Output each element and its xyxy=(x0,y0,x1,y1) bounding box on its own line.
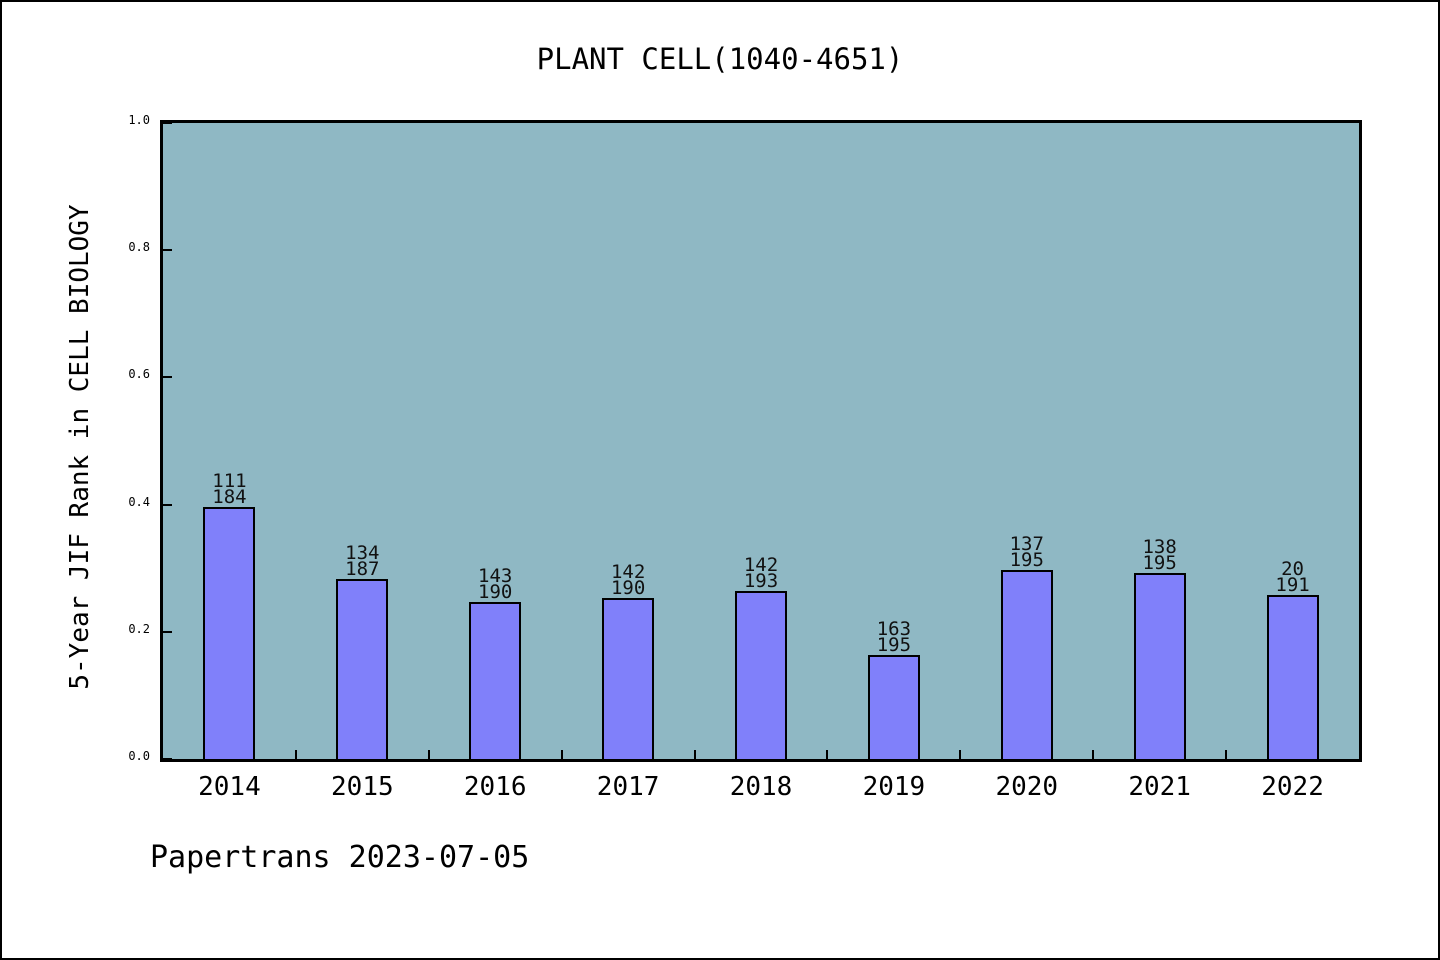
x-tick-mark xyxy=(693,750,696,759)
x-tick-mark xyxy=(959,750,962,759)
x-tick-mark xyxy=(1092,750,1095,759)
bar-2016 xyxy=(469,601,522,759)
y-axis-label: 5-Year JIF Rank in CELL BIOLOGY xyxy=(65,204,95,690)
y-tick-label-0.2: 0.2 xyxy=(128,621,150,636)
x-tick-label-2021: 2021 xyxy=(1128,772,1191,802)
x-tick-label-2015: 2015 xyxy=(331,772,394,802)
bar-2014 xyxy=(203,506,256,759)
y-tick-label-1.0: 1.0 xyxy=(128,113,150,127)
x-tick-label-2019: 2019 xyxy=(862,772,926,802)
x-tick-mark xyxy=(560,750,563,759)
bar-value-label-2016: 143 190 xyxy=(478,564,513,603)
y-tick-mark xyxy=(163,249,172,252)
bar-2020 xyxy=(1000,569,1053,759)
bar-2019 xyxy=(867,654,920,759)
y-tick-mark xyxy=(163,122,172,124)
y-tick-mark xyxy=(163,630,172,633)
watermark-text: Papertrans 2023-07-05 xyxy=(150,840,530,875)
bar-value-label-2020: 137 195 xyxy=(1009,532,1044,571)
x-tick-label-2014: 2014 xyxy=(198,772,261,802)
y-tick-label-0.0: 0.0 xyxy=(128,749,150,763)
chart-title: PLANT CELL(1040-4651) xyxy=(536,42,904,76)
y-tick-label-0.4: 0.4 xyxy=(128,494,150,509)
y-tick-mark xyxy=(163,503,172,506)
x-tick-label-2020: 2020 xyxy=(995,772,1059,802)
bar-2022 xyxy=(1266,594,1319,759)
x-tick-label-2018: 2018 xyxy=(729,772,793,802)
bar-2015 xyxy=(336,578,389,759)
x-tick-label-2016: 2016 xyxy=(463,772,527,802)
x-tick-label-2017: 2017 xyxy=(596,772,660,802)
x-tick-mark xyxy=(427,750,430,759)
bar-value-label-2018: 142 193 xyxy=(743,553,779,592)
x-tick-label-2022: 2022 xyxy=(1261,772,1324,802)
bar-2018 xyxy=(735,590,787,759)
bar-value-label-2014: 111 184 xyxy=(212,469,247,508)
bar-2017 xyxy=(602,598,655,759)
bar-value-label-2019: 163 195 xyxy=(876,617,912,656)
x-tick-mark xyxy=(826,750,829,759)
bar-value-label-2017: 142 190 xyxy=(610,561,646,600)
y-tick-label-0.8: 0.8 xyxy=(128,240,150,255)
bar-value-label-2015: 134 187 xyxy=(345,541,380,580)
bar-2021 xyxy=(1133,573,1186,759)
bar-value-label-2021: 138 195 xyxy=(1142,536,1177,575)
y-tick-label-0.6: 0.6 xyxy=(128,367,150,382)
y-tick-mark xyxy=(163,758,172,760)
x-tick-mark xyxy=(1225,750,1228,759)
x-tick-mark xyxy=(294,750,297,759)
plot-area: 111 184 134 187 143 190 142 190 142 193 163 1… xyxy=(160,120,1362,762)
bar-value-label-2022: 20 191 xyxy=(1275,557,1310,596)
y-tick-mark xyxy=(163,376,172,379)
